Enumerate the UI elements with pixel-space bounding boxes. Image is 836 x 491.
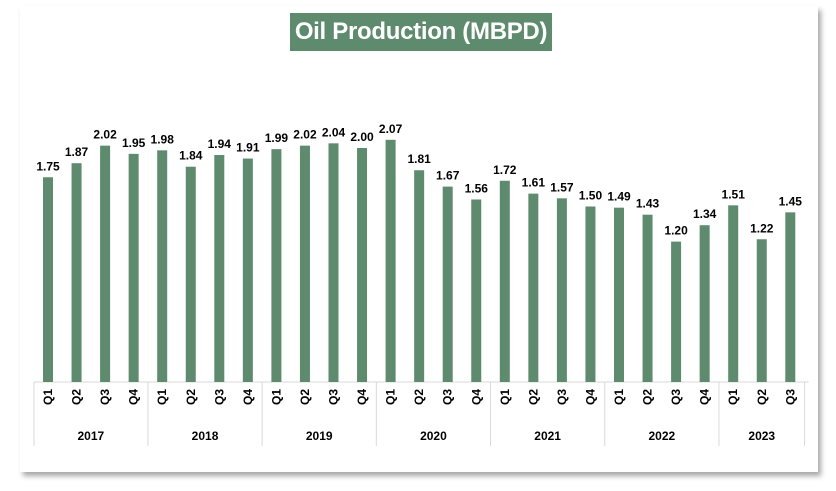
bar: [100, 145, 111, 382]
bar: [385, 139, 396, 382]
data-label: 1.20: [664, 224, 688, 238]
quarter-tick-label: Q2: [70, 389, 84, 405]
quarter-tick-label: Q1: [498, 389, 512, 405]
quarter-tick-label: Q3: [555, 389, 569, 405]
quarter-tick-label: Q1: [726, 389, 740, 405]
quarter-tick-label: Q4: [469, 389, 483, 405]
data-label: 1.81: [407, 152, 431, 166]
data-label: 1.67: [436, 169, 460, 183]
chart-title: Oil Production (MBPD): [290, 13, 552, 51]
quarter-tick-label: Q3: [327, 389, 341, 405]
data-label: 2.00: [350, 130, 374, 144]
data-label: 1.34: [693, 207, 717, 221]
data-label: 1.84: [179, 149, 203, 163]
bar: [442, 186, 453, 382]
bar: [528, 193, 539, 382]
data-label: 1.61: [522, 176, 546, 190]
quarter-tick-label: Q1: [41, 389, 55, 405]
data-label: 1.49: [607, 190, 631, 204]
bar: [642, 214, 653, 382]
bar: [299, 145, 310, 382]
quarter-tick-label: Q1: [384, 389, 398, 405]
bar: [699, 225, 710, 382]
quarter-tick-label: Q4: [583, 389, 597, 405]
year-tick-label: 2017: [77, 429, 104, 443]
data-label: 2.02: [93, 128, 117, 142]
quarter-tick-label: Q3: [441, 389, 455, 405]
data-label: 1.94: [208, 137, 232, 151]
quarter-tick-label: Q3: [669, 389, 683, 405]
data-label: 1.72: [493, 163, 517, 177]
quarter-tick-label: Q2: [412, 389, 426, 405]
data-label: 1.98: [151, 132, 175, 146]
bar: [499, 180, 510, 382]
quarter-tick-label: Q4: [698, 389, 712, 405]
bar: [214, 155, 225, 382]
bar: [357, 148, 368, 382]
data-label: 2.04: [322, 125, 346, 139]
data-label: 1.45: [779, 194, 803, 208]
quarter-tick-label: Q2: [755, 389, 769, 405]
data-label: 1.56: [465, 181, 489, 195]
bar: [671, 241, 682, 382]
data-label: 1.50: [579, 189, 603, 203]
year-tick-label: 2020: [420, 429, 447, 443]
bar: [614, 207, 624, 382]
bar: [328, 143, 339, 382]
quarter-tick-label: Q4: [127, 389, 141, 405]
data-label: 1.95: [122, 136, 146, 150]
year-tick-label: 2018: [192, 429, 219, 443]
quarter-tick-label: Q1: [269, 389, 283, 405]
data-label: 1.51: [722, 187, 746, 201]
bar: [271, 149, 282, 382]
data-label: 2.07: [379, 122, 403, 136]
quarter-tick-label: Q1: [155, 389, 169, 405]
quarter-tick-label: Q3: [212, 389, 226, 405]
quarter-tick-label: Q2: [184, 389, 198, 405]
bar: [242, 158, 253, 382]
quarter-tick-label: Q2: [641, 389, 655, 405]
year-tick-label: 2021: [534, 429, 561, 443]
bar: [756, 239, 767, 382]
bar: [157, 150, 168, 382]
quarter-tick-label: Q4: [241, 389, 255, 405]
bar: [185, 166, 196, 382]
data-label: 1.43: [636, 197, 660, 211]
data-label: 1.91: [236, 141, 260, 155]
bar: [71, 163, 82, 382]
quarter-tick-label: Q2: [298, 389, 312, 405]
bar: [785, 212, 796, 382]
quarter-tick-label: Q2: [526, 389, 540, 405]
bar: [556, 198, 567, 382]
bar: [128, 153, 139, 382]
bar: [471, 199, 482, 382]
bar: [43, 177, 53, 382]
quarter-tick-label: Q3: [98, 389, 112, 405]
year-tick-label: 2019: [306, 429, 333, 443]
bar: [585, 206, 596, 382]
data-label: 1.87: [65, 145, 89, 159]
quarter-tick-label: Q1: [612, 389, 626, 405]
data-label: 1.99: [265, 131, 289, 145]
data-label: 1.57: [550, 180, 574, 194]
year-tick-label: 2022: [648, 429, 675, 443]
bar: [728, 205, 739, 382]
quarter-tick-label: Q3: [783, 389, 797, 405]
data-label: 1.22: [750, 221, 774, 235]
data-label: 2.02: [293, 128, 317, 142]
year-tick-label: 2023: [748, 429, 775, 443]
quarter-tick-label: Q4: [355, 389, 369, 405]
bar: [414, 170, 425, 382]
data-label: 1.75: [36, 159, 60, 173]
